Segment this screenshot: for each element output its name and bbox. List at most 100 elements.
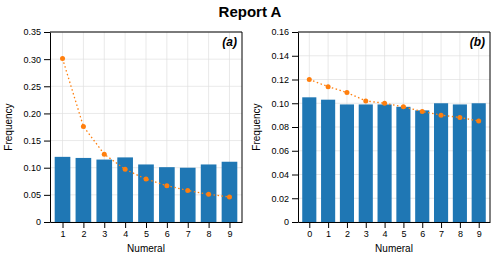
tick: 9 [477, 222, 482, 239]
tick: 2 [81, 222, 86, 239]
tick-mark [460, 222, 461, 228]
point [123, 167, 128, 172]
panel: 012345678900.020.040.060.080.100.120.140… [251, 27, 491, 254]
tick: 6 [165, 222, 170, 239]
grid-line [50, 32, 242, 33]
tick-mark [44, 168, 50, 169]
tick-mark [403, 222, 404, 228]
x-axis-title: Numeral [375, 243, 413, 254]
tick: 0.20 [23, 109, 50, 119]
tick-mark [292, 198, 298, 199]
point [420, 109, 425, 114]
point [206, 192, 211, 197]
tick-label: 0.30 [23, 55, 41, 65]
tick-label: 9 [227, 229, 232, 239]
tick-label: 0.06 [271, 146, 289, 156]
tick: 0 [284, 217, 298, 227]
tick-label: 0.14 [271, 51, 289, 61]
tick: 6 [420, 222, 425, 239]
tick-label: 0.02 [271, 194, 289, 204]
tick: 0 [307, 222, 312, 239]
point [144, 177, 149, 182]
bar [117, 157, 133, 222]
tick-label: 0 [307, 229, 312, 239]
tick-mark [292, 127, 298, 128]
tick-label: 7 [439, 229, 444, 239]
tick-mark [292, 56, 298, 57]
tick: 0.16 [271, 27, 298, 37]
tick-label: 1 [326, 229, 331, 239]
tick: 0.25 [23, 82, 50, 92]
tick: 4 [123, 222, 128, 239]
tick-mark [292, 103, 298, 104]
panel: 12345678900.050.100.150.200.250.300.35Nu… [3, 27, 243, 254]
panel-label: (a) [222, 35, 237, 49]
y-axis-title: Frequency [251, 103, 262, 150]
tick-label: 0 [284, 217, 289, 227]
bar [76, 158, 92, 222]
bar [378, 104, 392, 222]
point [344, 90, 349, 95]
bar [321, 100, 335, 222]
bar [415, 110, 429, 222]
bar [222, 162, 238, 222]
frame [298, 32, 490, 33]
tick-mark [292, 222, 298, 223]
point [81, 124, 86, 129]
bar [472, 103, 486, 222]
tick-label: 0.15 [23, 136, 41, 146]
tick-label: 8 [207, 229, 212, 239]
tick-label: 5 [401, 229, 406, 239]
tick: 0 [36, 217, 50, 227]
tick-mark [309, 222, 310, 228]
tick: 5 [401, 222, 406, 239]
point [164, 183, 169, 188]
tick-label: 5 [144, 229, 149, 239]
y-axis: 00.050.100.150.200.250.300.35 [23, 27, 50, 227]
panel-label: (b) [470, 35, 485, 49]
tick-mark [125, 222, 126, 228]
bar [359, 104, 373, 222]
tick-mark [44, 59, 50, 60]
tick: 8 [458, 222, 463, 239]
axis-line [298, 33, 299, 223]
tick-label: 0.25 [23, 82, 41, 92]
bar [340, 104, 354, 222]
chart: Report A12345678900.050.100.150.200.250.… [0, 0, 500, 258]
tick-label: 0 [36, 217, 41, 227]
tick-mark [44, 86, 50, 87]
axis-line [299, 222, 491, 223]
tick: 0.30 [23, 55, 50, 65]
grid [298, 32, 490, 222]
marks [55, 56, 238, 222]
tick-mark [292, 151, 298, 152]
tick-mark [188, 222, 189, 228]
tick: 7 [186, 222, 191, 239]
tick-label: 6 [420, 229, 425, 239]
frame [242, 32, 243, 222]
tick-mark [104, 222, 105, 228]
point [326, 84, 331, 89]
tick: 8 [207, 222, 212, 239]
point [185, 188, 190, 193]
point [401, 104, 406, 109]
tick: 2 [345, 222, 350, 239]
bar [55, 157, 71, 222]
tick: 0.35 [23, 27, 50, 37]
tick-label: 4 [123, 229, 128, 239]
point [382, 101, 387, 106]
line [63, 59, 230, 197]
point [102, 152, 107, 157]
line [309, 80, 478, 122]
tick: 5 [144, 222, 149, 239]
tick-mark [44, 222, 50, 223]
frame [50, 32, 242, 33]
bar [453, 104, 467, 222]
frame [490, 32, 491, 222]
tick-mark [479, 222, 480, 228]
tick-label: 0.08 [271, 122, 289, 132]
point [363, 98, 368, 103]
point [476, 119, 481, 124]
point [227, 195, 232, 200]
bar [138, 164, 154, 222]
